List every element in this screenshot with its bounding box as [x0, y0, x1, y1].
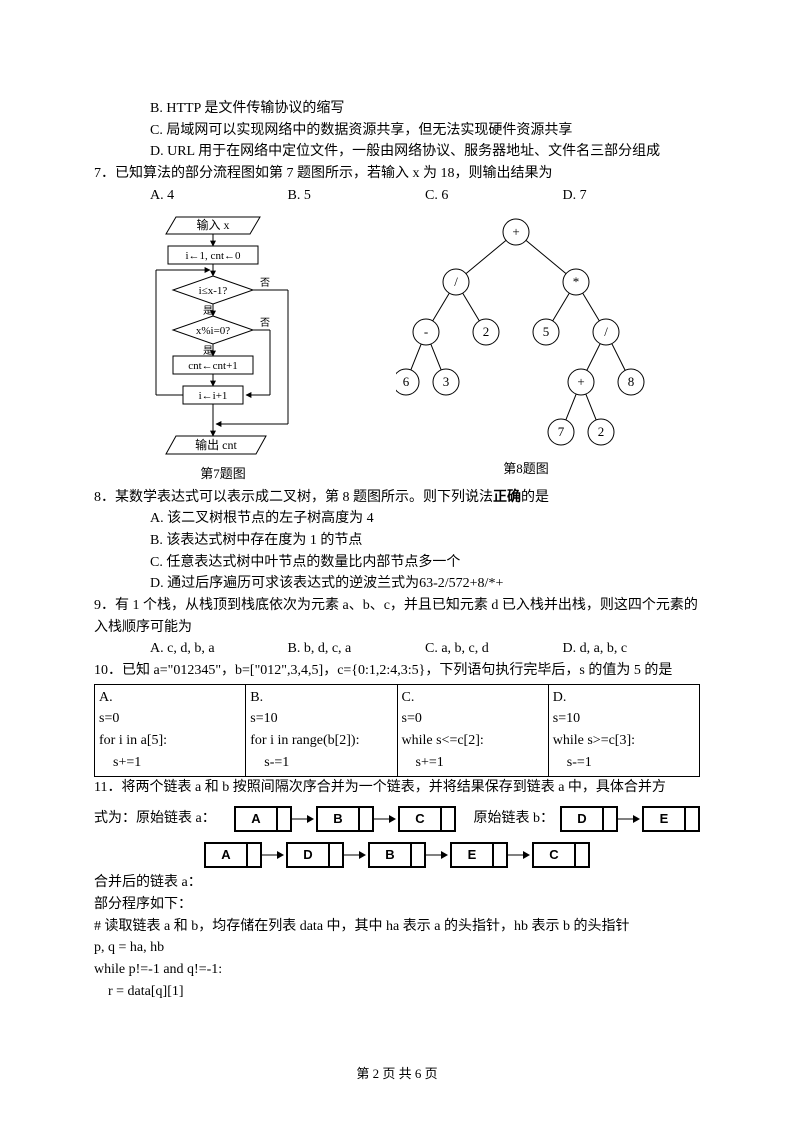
list-node: C: [532, 842, 576, 868]
list-node-ptr: [330, 842, 344, 868]
q8-opt-c: C. 任意表达式树中叶节点的数量比内部节点多一个: [94, 552, 700, 574]
q11-merged-row: ADBEC: [94, 842, 700, 868]
q7-opt-d: D. 7: [563, 185, 701, 207]
figures-row: 输入 x i←1, cnt←0 i≤x-1? 是 否 x%i=0? 是 否: [94, 212, 700, 484]
page: B. HTTP 是文件传输协议的缩写 C. 局域网可以实现网络中的数据资源共享，…: [0, 0, 794, 1122]
list-node: B: [368, 842, 412, 868]
svg-text:8: 8: [628, 374, 635, 389]
list-node: D: [286, 842, 330, 868]
list-node-ptr: [248, 842, 262, 868]
svg-text:*: *: [573, 274, 580, 289]
q11-label-b: 原始链表 b：: [474, 808, 555, 830]
svg-text:/: /: [454, 274, 458, 289]
svg-text:i≤x-1?: i≤x-1?: [199, 285, 228, 297]
q11-label-a: 式为：原始链表 a：: [94, 808, 234, 830]
q11-label-merged: 合并后的链表 a：: [94, 872, 700, 894]
q11-code: p, q = ha, hb while p!=-1 and q!=-1: r =…: [94, 937, 700, 1002]
q7-options: A. 4 B. 5 C. 6 D. 7: [94, 185, 700, 207]
q11-lists-ab: 式为：原始链表 a： ABC 原始链表 b： DE: [94, 806, 700, 832]
q8-opt-b: B. 该表达式树中存在度为 1 的节点: [94, 530, 700, 552]
q7-flowchart: 输入 x i←1, cnt←0 i≤x-1? 是 否 x%i=0? 是 否: [138, 212, 308, 484]
q9-opt-a: A. c, d, b, a: [150, 638, 288, 660]
arrow-icon: [262, 844, 286, 866]
q10-cell-b: B.s=10for i in range(b[2]): s-=1: [246, 684, 397, 776]
svg-text:输入 x: 输入 x: [196, 217, 229, 232]
list-node-ptr: [576, 842, 590, 868]
q8-stem-b: 正确: [493, 490, 521, 505]
q8-tree: + / * - 2 5 / 6 3 +8 7 2 第8题图: [396, 212, 656, 479]
q10-cell-a: A.s=0for i in a[5]: s+=1: [95, 684, 246, 776]
list-node-ptr: [278, 806, 292, 832]
svg-text:2: 2: [598, 424, 605, 439]
list-node: E: [450, 842, 494, 868]
arrow-icon: [292, 808, 316, 830]
svg-text:否: 否: [260, 317, 270, 329]
svg-text:是: 是: [203, 345, 213, 357]
list-node-ptr: [412, 842, 426, 868]
q11-stem: 11．将两个链表 a 和 b 按照间隔次序合并为一个链表，并将结果保存到链表 a…: [94, 777, 700, 799]
q10-table: A.s=0for i in a[5]: s+=1 B.s=10for i in …: [94, 684, 700, 777]
svg-text:6: 6: [403, 374, 410, 389]
q11-comment: # 读取链表 a 和 b，均存储在列表 data 中，其中 ha 表示 a 的头…: [94, 916, 700, 938]
q8-caption: 第8题图: [503, 459, 549, 479]
svg-text:2: 2: [483, 324, 490, 339]
q9-opt-c: C. a, b, c, d: [425, 638, 563, 660]
q8-opt-d: D. 通过后序遍历可求该表达式的逆波兰式为63-2/572+8/*+: [94, 573, 700, 595]
svg-text:3: 3: [443, 374, 450, 389]
q7-opt-a: A. 4: [150, 185, 288, 207]
q9-opt-b: B. b, d, c, a: [288, 638, 426, 660]
q6-opt-d: D. URL 用于在网络中定位文件，一般由网络协议、服务器地址、文件名三部分组成: [94, 141, 700, 163]
q8-opt-a: A. 该二叉树根节点的左子树高度为 4: [94, 508, 700, 530]
list-node-ptr: [686, 806, 700, 832]
list-node-ptr: [494, 842, 508, 868]
list-node: C: [398, 806, 442, 832]
q11-sub: 部分程序如下：: [94, 894, 700, 916]
svg-text:7: 7: [558, 424, 565, 439]
q11-list-b: DE: [560, 806, 700, 832]
q8-stem-a: 8．某数学表达式可以表示成二叉树，第 8 题图所示。则下列说法: [94, 490, 493, 505]
svg-text:/: /: [604, 324, 608, 339]
svg-text:否: 否: [260, 277, 270, 289]
page-footer: 第 2 页 共 6 页: [0, 1064, 794, 1084]
q10-cell-d: D.s=10while s>=c[3]: s-=1: [548, 684, 699, 776]
svg-text:+: +: [512, 224, 519, 239]
svg-text:-: -: [424, 324, 428, 339]
arrow-icon: [508, 844, 532, 866]
q6-opt-b: B. HTTP 是文件传输协议的缩写: [94, 98, 700, 120]
arrow-icon: [344, 844, 368, 866]
list-node: A: [204, 842, 248, 868]
svg-text:输出 cnt: 输出 cnt: [195, 437, 237, 452]
q8-stem-c: 的是: [521, 490, 549, 505]
arrow-icon: [426, 844, 450, 866]
svg-text:i←i+1: i←i+1: [199, 390, 228, 402]
q7-caption: 第7题图: [200, 464, 246, 484]
list-node: B: [316, 806, 360, 832]
svg-text:5: 5: [543, 324, 550, 339]
list-node: E: [642, 806, 686, 832]
arrow-icon: [618, 808, 642, 830]
svg-text:cnt←cnt+1: cnt←cnt+1: [188, 360, 238, 372]
svg-text:是: 是: [203, 305, 213, 317]
list-node: A: [234, 806, 278, 832]
q11-list-merged: ADBEC: [204, 842, 590, 868]
q9-stem: 9．有 1 个栈，从栈顶到栈底依次为元素 a、b、c，并且已知元素 d 已入栈并…: [94, 595, 700, 638]
list-node-ptr: [360, 806, 374, 832]
q8-stem: 8．某数学表达式可以表示成二叉树，第 8 题图所示。则下列说法正确的是: [94, 487, 700, 509]
svg-text:+: +: [577, 374, 584, 389]
list-node: D: [560, 806, 604, 832]
q9-options: A. c, d, b, a B. b, d, c, a C. a, b, c, …: [94, 638, 700, 660]
svg-text:x%i=0?: x%i=0?: [196, 325, 230, 337]
list-node-ptr: [604, 806, 618, 832]
list-node-ptr: [442, 806, 456, 832]
svg-text:i←1, cnt←0: i←1, cnt←0: [186, 250, 241, 262]
q6-opt-c: C. 局域网可以实现网络中的数据资源共享，但无法实现硬件资源共享: [94, 120, 700, 142]
q7-opt-c: C. 6: [425, 185, 563, 207]
q10-cell-c: C.s=0while s<=c[2]: s+=1: [397, 684, 548, 776]
q7-stem: 7．已知算法的部分流程图如第 7 题图所示，若输入 x 为 18，则输出结果为: [94, 163, 700, 185]
q10-stem: 10．已知 a="012345"，b=["012",3,4,5]，c={0:1,…: [94, 660, 700, 682]
q11-list-a: A B C: [234, 806, 456, 832]
arrow-icon: [374, 808, 398, 830]
q9-opt-d: D. d, a, b, c: [563, 638, 701, 660]
q7-opt-b: B. 5: [288, 185, 426, 207]
